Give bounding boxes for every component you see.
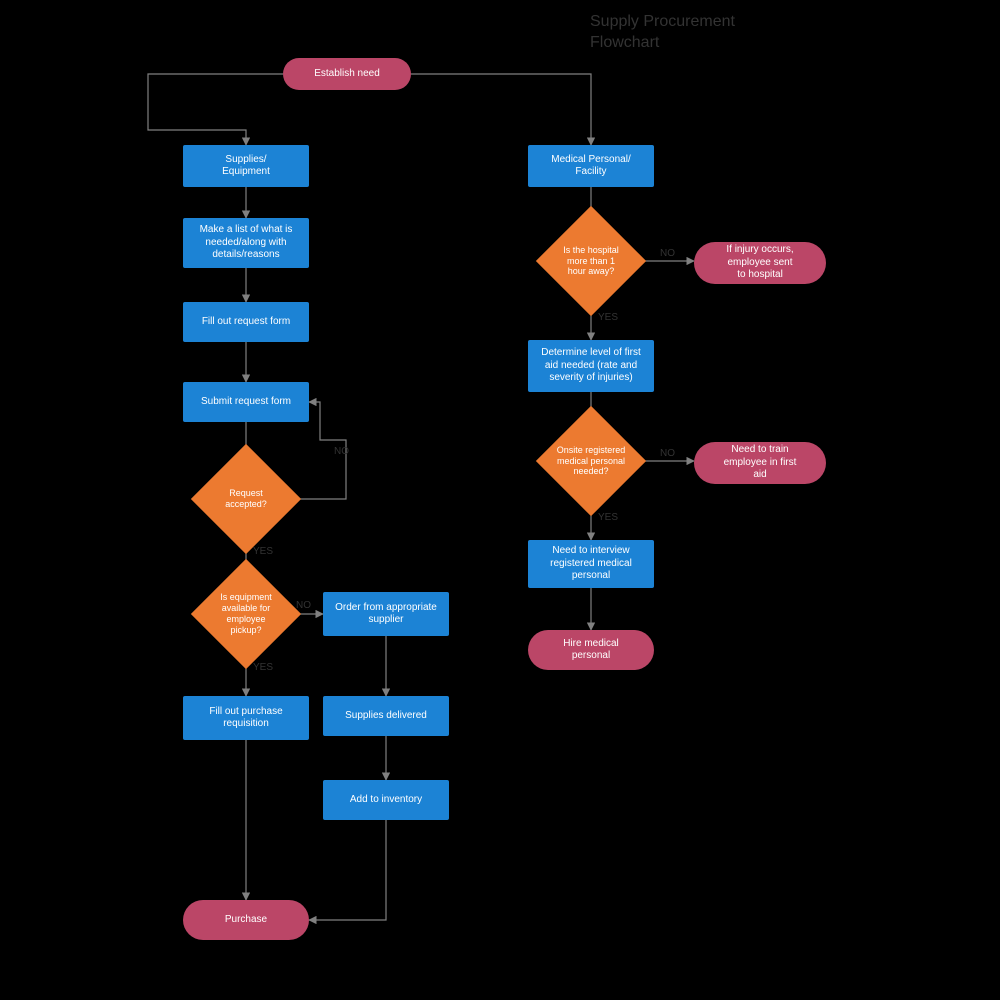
- terminator-start: Establish need: [283, 58, 411, 90]
- terminator-purchase: Purchase: [183, 900, 309, 940]
- flowchart-title: Supply Procurement Flowchart: [590, 12, 735, 54]
- decision-label: Is equipment available for employee pick…: [196, 564, 296, 664]
- decision-decision_pickup: Is equipment available for employee pick…: [207, 575, 285, 653]
- process-add_inventory: Add to inventory: [323, 780, 449, 820]
- terminator-train_emp: Need to train employee in first aid: [694, 442, 826, 484]
- process-interview: Need to interview registered medical per…: [528, 540, 654, 588]
- process-order_supplier: Order from appropriate supplier: [323, 592, 449, 636]
- decision-label: Request accepted?: [196, 449, 296, 549]
- edge-label: YES: [598, 512, 618, 523]
- decision-decision_accept: Request accepted?: [207, 460, 285, 538]
- process-fill_request: Fill out request form: [183, 302, 309, 342]
- title-line2: Flowchart: [590, 34, 659, 51]
- decision-decision_hosp: Is the hospital more than 1 hour away?: [552, 222, 630, 300]
- edge-label: YES: [598, 312, 618, 323]
- edges-layer: [0, 0, 1000, 1000]
- process-supplies_deliv: Supplies delivered: [323, 696, 449, 736]
- title-line1: Supply Procurement: [590, 13, 735, 30]
- terminator-hire: Hire medical personal: [528, 630, 654, 670]
- edge-label: NO: [296, 600, 311, 611]
- decision-label: Is the hospital more than 1 hour away?: [541, 211, 641, 311]
- edge-label: YES: [253, 662, 273, 673]
- edge-label: NO: [334, 446, 349, 457]
- decision-decision_onsite: Onsite registered medical personal neede…: [552, 422, 630, 500]
- process-fill_purchase: Fill out purchase requisition: [183, 696, 309, 740]
- process-supplies: Supplies/ Equipment: [183, 145, 309, 187]
- process-determine_aid: Determine level of first aid needed (rat…: [528, 340, 654, 392]
- process-make_list: Make a list of what is needed/along with…: [183, 218, 309, 268]
- process-submit_request: Submit request form: [183, 382, 309, 422]
- flowchart-canvas: { "title": { "line1": "Supply Procuremen…: [0, 0, 1000, 1000]
- edge-label: YES: [253, 546, 273, 557]
- process-medical: Medical Personal/ Facility: [528, 145, 654, 187]
- decision-label: Onsite registered medical personal neede…: [541, 411, 641, 511]
- edge-label: NO: [660, 248, 675, 259]
- terminator-injury_hosp: If injury occurs, employee sent to hospi…: [694, 242, 826, 284]
- edge-label: NO: [660, 448, 675, 459]
